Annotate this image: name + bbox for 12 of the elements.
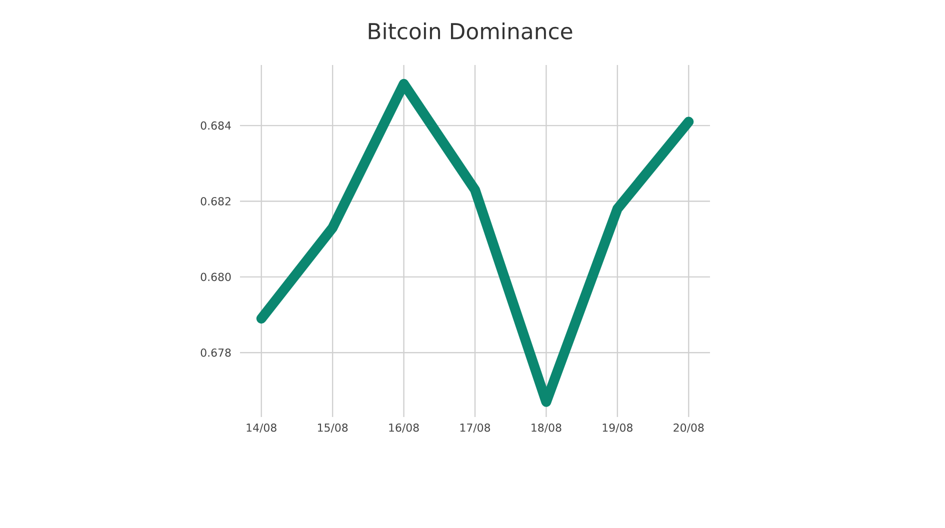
x-tick-label: 19/08 — [602, 424, 632, 433]
y-tick-label: 0.682 — [200, 197, 230, 206]
x-tick-label: 18/08 — [532, 424, 562, 433]
x-tick-label: 17/08 — [460, 424, 490, 433]
y-tick-label: 0.678 — [200, 348, 231, 357]
x-tick-label: 20/08 — [674, 424, 704, 433]
y-tick-label: 0.680 — [200, 272, 231, 282]
x-tick-label: 16/08 — [389, 424, 419, 433]
x-tick-label: 14/08 — [246, 424, 276, 433]
chart-title: Bitcoin Dominance — [368, 22, 572, 40]
y-tick-label: 0.684 — [200, 121, 231, 130]
x-tick-label: 15/08 — [318, 424, 348, 433]
